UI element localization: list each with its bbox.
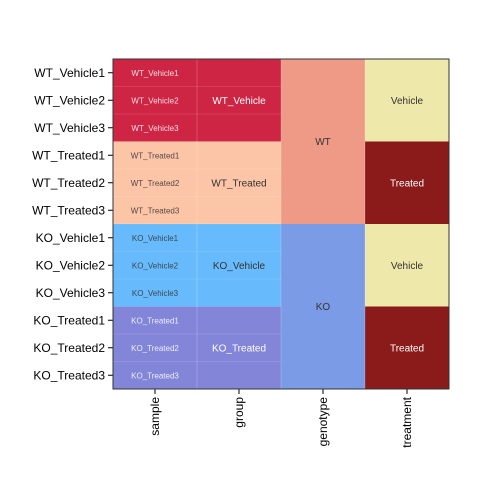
cell-sample-KO_Treated3 — [113, 361, 197, 389]
row-label-WT_Vehicle2: WT_Vehicle2 — [34, 93, 105, 107]
cell-label-KO_Treated3: KO_Treated3 — [131, 371, 179, 380]
cell-sample-KO_Treated1 — [113, 306, 197, 334]
block-genotype-0 — [281, 59, 365, 224]
cell-label-KO_Treated1: KO_Treated1 — [131, 316, 179, 325]
row-label-WT_Treated2: WT_Treated2 — [32, 176, 105, 190]
col-label-group: group — [232, 397, 246, 428]
cell-sample-KO_Vehicle2 — [113, 251, 197, 279]
row-label-WT_Treated3: WT_Treated3 — [32, 203, 105, 217]
cell-label-WT_Treated1: WT_Treated1 — [131, 151, 180, 160]
row-label-WT_Treated1: WT_Treated1 — [32, 148, 105, 162]
block-label-group-2: KO_Vehicle — [213, 261, 266, 272]
col-label-treatment: treatment — [400, 396, 414, 447]
block-label-treatment-1: Treated — [390, 178, 424, 189]
block-label-treatment-0: Vehicle — [391, 96, 424, 107]
cell-label-WT_Vehicle2: WT_Vehicle2 — [131, 96, 179, 105]
row-label-WT_Vehicle3: WT_Vehicle3 — [34, 121, 105, 135]
cell-label-WT_Vehicle3: WT_Vehicle3 — [131, 124, 179, 133]
cell-sample-KO_Vehicle1 — [113, 224, 197, 252]
row-label-KO_Vehicle2: KO_Vehicle2 — [36, 258, 106, 272]
row-label-KO_Treated3: KO_Treated3 — [33, 368, 105, 382]
cell-sample-WT_Treated2 — [113, 169, 197, 197]
block-treatment-2 — [365, 224, 449, 307]
block-label-treatment-2: Vehicle — [391, 261, 424, 272]
row-label-KO_Treated1: KO_Treated1 — [33, 313, 105, 327]
block-label-genotype-1: KO — [316, 302, 331, 313]
col-label-genotype: genotype — [316, 397, 330, 447]
block-treatment-0 — [365, 59, 449, 142]
cell-sample-WT_Treated1 — [113, 141, 197, 169]
plot-frame — [112, 58, 450, 390]
cell-label-KO_Vehicle1: KO_Vehicle1 — [132, 234, 179, 243]
row-label-WT_Vehicle1: WT_Vehicle1 — [34, 66, 105, 80]
cell-sample-WT_Vehicle1 — [113, 59, 197, 87]
row-label-KO_Vehicle1: KO_Vehicle1 — [36, 231, 106, 245]
block-group-1 — [197, 141, 281, 224]
cell-label-KO_Vehicle2: KO_Vehicle2 — [132, 261, 179, 270]
block-treatment-1 — [365, 141, 449, 224]
block-genotype-1 — [281, 224, 365, 389]
cell-label-WT_Treated3: WT_Treated3 — [131, 206, 180, 215]
cell-label-WT_Vehicle1: WT_Vehicle1 — [131, 69, 179, 78]
block-label-group-3: KO_Treated — [212, 343, 266, 354]
block-group-0 — [197, 59, 281, 142]
block-label-treatment-3: Treated — [390, 343, 424, 354]
cell-sample-KO_Vehicle3 — [113, 279, 197, 307]
cell-label-KO_Treated2: KO_Treated2 — [131, 344, 179, 353]
col-label-sample: sample — [148, 397, 162, 436]
block-treatment-3 — [365, 306, 449, 389]
row-label-KO_Treated2: KO_Treated2 — [33, 341, 105, 355]
cell-sample-WT_Vehicle2 — [113, 86, 197, 114]
cell-label-KO_Vehicle3: KO_Vehicle3 — [132, 289, 179, 298]
block-label-genotype-0: WT — [315, 137, 331, 148]
block-group-2 — [197, 224, 281, 307]
cell-label-WT_Treated2: WT_Treated2 — [131, 179, 180, 188]
row-label-KO_Vehicle3: KO_Vehicle3 — [36, 286, 106, 300]
block-group-3 — [197, 306, 281, 389]
cell-sample-WT_Vehicle3 — [113, 114, 197, 142]
cell-sample-KO_Treated2 — [113, 334, 197, 362]
block-label-group-1: WT_Treated — [211, 178, 266, 189]
cell-sample-WT_Treated3 — [113, 196, 197, 224]
block-label-group-0: WT_Vehicle — [212, 96, 266, 107]
